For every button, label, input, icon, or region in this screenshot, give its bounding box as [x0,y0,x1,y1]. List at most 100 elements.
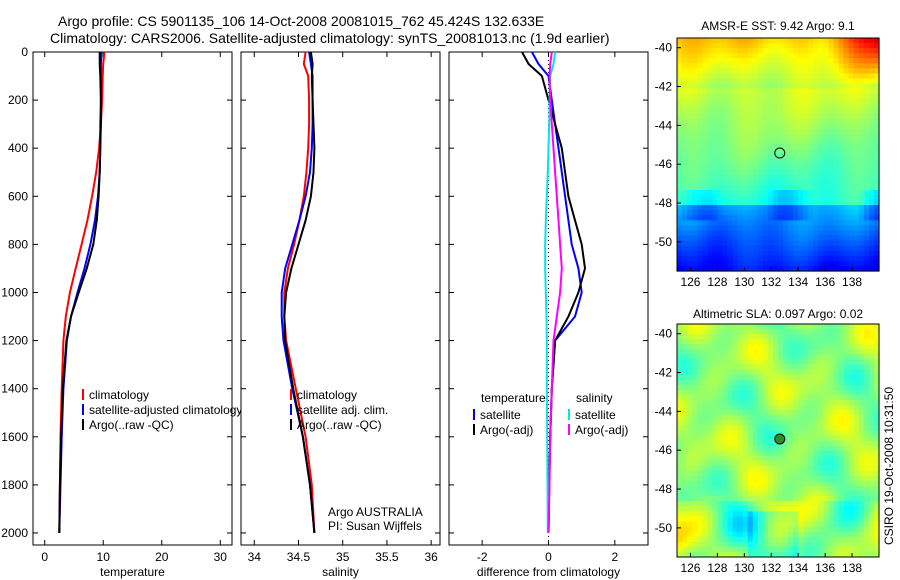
sst_map-cell [818,184,825,191]
sla_map-cell [752,369,759,376]
sst_map-cell [808,93,814,100]
sla_map-cell [823,369,830,376]
sst_map-cell [722,83,729,90]
sla_map-cell [752,379,759,386]
sst_map-cell [687,78,693,85]
sst_map-cell [873,159,880,166]
sla_map-cell [702,435,708,442]
sst_map-cell [783,98,789,105]
sst_map-cell [778,63,784,69]
sla_map-cell [873,425,880,431]
sst_map-cell [727,174,734,181]
sla_map-cell [803,430,809,437]
sst_map-cell [813,220,819,227]
sla_map-cell [798,521,804,528]
sst_map-cell [868,240,875,247]
sla_map-cell [828,425,835,431]
sst_map-cell [677,43,683,49]
sla_map-cell [767,425,774,431]
sst_map-cell [742,154,749,161]
sst_map-cell [808,240,814,247]
sst_map-cell [702,215,708,221]
sst_map-cell [697,195,703,201]
sla_map-cell [767,440,774,447]
sla_map-cell [838,521,845,528]
sst_map-cell [868,174,875,181]
sst_map-cell [732,108,739,115]
sst_map-cell [742,48,749,54]
sla_map-cell [828,354,835,361]
sla_map-cell [828,511,835,518]
sla_map-cell [858,399,865,406]
sla_map-cell [838,475,845,482]
sla_map-cell [717,384,724,391]
sla_map-cell [677,329,683,335]
sla_map-cell [757,440,764,447]
sla_map-cell [848,339,855,345]
sst_map-cell [677,139,683,145]
sst_map-cell [833,205,840,211]
sla_map-cell [687,506,693,513]
sst_map-cell [798,169,804,176]
sla_map-cell [732,359,739,366]
sst_map-cell [838,113,845,120]
sst_map-cell [838,250,845,257]
sst_map-cell [692,179,698,186]
sla_map-cell [818,415,825,421]
sst_map-cell [848,98,855,105]
sst_map-cell [697,245,703,252]
sst_map-cell [793,174,799,181]
sla_map-cell [707,324,713,330]
sst_map-cell [868,200,875,206]
sla_map-cell [848,420,855,426]
sla_map-cell [737,475,744,482]
sst_map-cell [697,215,703,221]
sla_map-cell [843,354,850,361]
sla_map-cell [818,420,825,426]
sla_map-cell [833,359,840,366]
sla_map-cell [858,374,865,381]
sla_map-cell [868,460,875,467]
sst_map-cell [873,225,880,232]
sst_map-cell [828,225,835,232]
sla_map-cell [793,486,799,492]
sst_map-cell [833,113,840,120]
sla_map-cell [682,329,688,335]
sla_map-cell [747,394,754,401]
sla_map-cell [788,359,794,366]
sst_map-cell [717,200,724,206]
sla_map-cell [697,349,703,355]
sst_map-cell [747,184,754,191]
sst_map-cell [712,195,718,201]
sst_map-cell [762,195,769,201]
sla_map-cell [838,430,845,437]
sst_map-cell [732,63,739,69]
sla_map-cell [737,470,744,477]
sst_map-cell [818,68,825,75]
sla_map-cell [838,501,845,507]
sst_map-cell [697,119,703,125]
sst_map-cell [828,260,835,267]
sst_map-cell [803,195,809,201]
sla_map-cell [737,511,744,518]
sst_map-cell [687,169,693,176]
sla_map-cell [873,475,880,482]
sst_map-cell [853,129,860,135]
sst_map-cell [707,245,713,252]
sla_map-cell [747,334,754,340]
sla_map-cell [747,501,754,507]
sla_map-cell [757,344,764,350]
sla_map-cell [803,531,809,538]
sst_map-cell [687,159,693,166]
sla_map-cell [737,399,744,406]
sst_map-cell [692,164,698,171]
sst_map-cell [682,189,688,196]
sst_map-cell [767,63,774,69]
sst_map-cell [717,139,724,145]
sst_map-cell [823,169,830,176]
sla_map-cell [788,324,794,330]
sst_map-cell [697,255,703,262]
sla_map-cell [873,521,880,528]
sst_map-cell [858,205,865,211]
sla_map-cell [712,521,718,528]
